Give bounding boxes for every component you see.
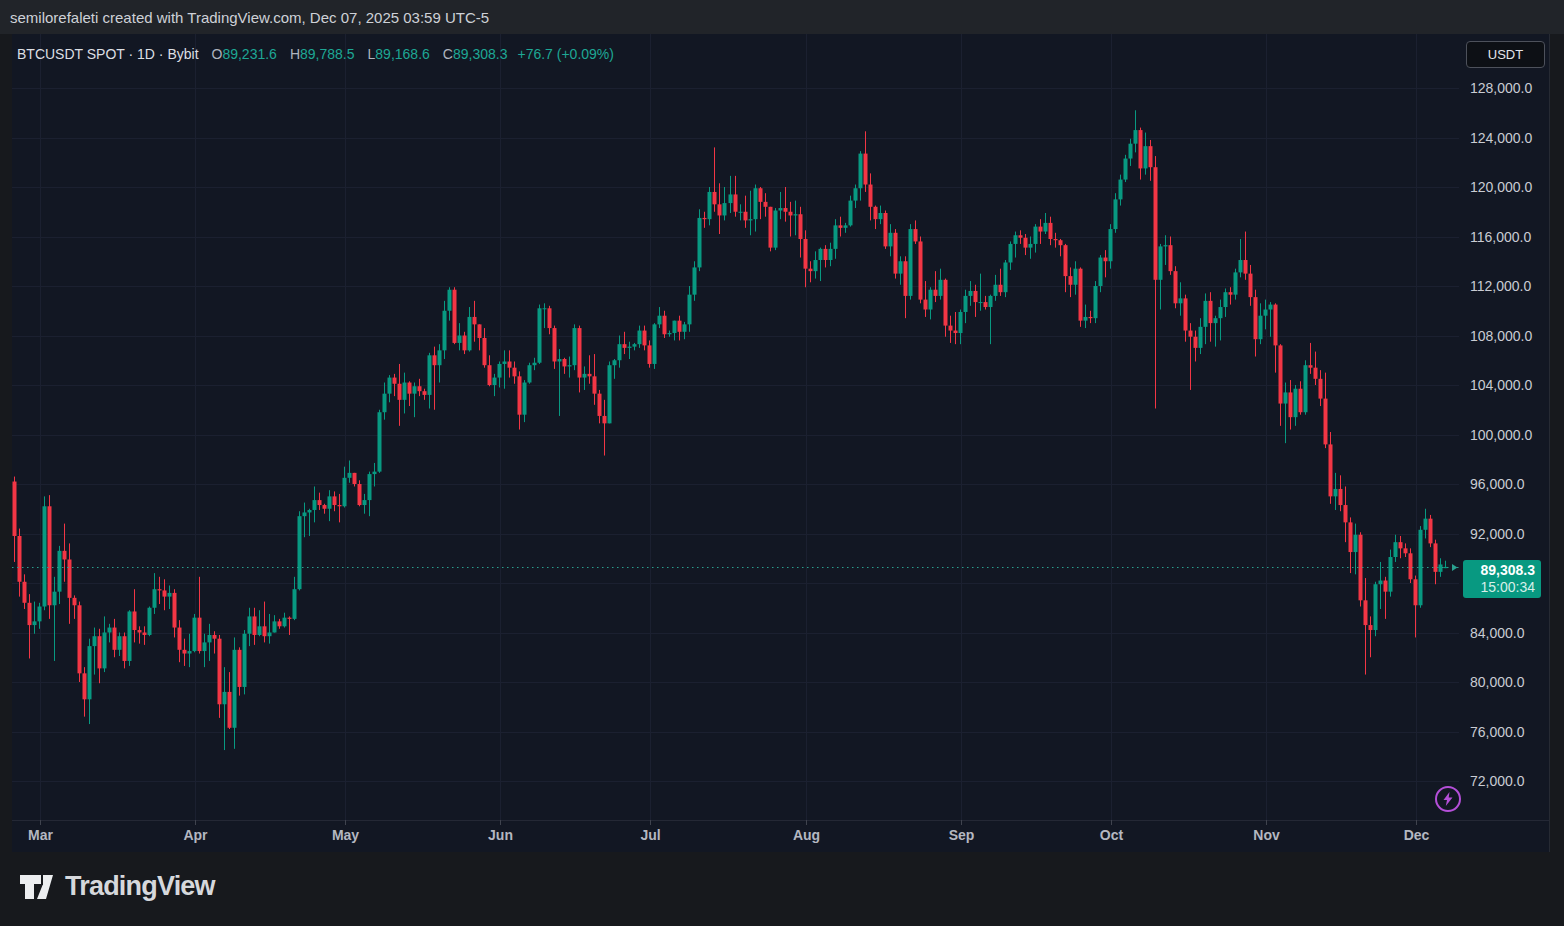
- legend-low: L89,168.6: [368, 46, 430, 62]
- svg-text:Dec: Dec: [1404, 827, 1430, 843]
- chart-background: [12, 34, 1550, 852]
- tradingview-chart-page: semilorefaleti created with TradingView.…: [0, 0, 1564, 926]
- svg-text:108,000.0: 108,000.0: [1470, 328, 1532, 344]
- legend-high: H89,788.5: [290, 46, 355, 62]
- svg-text:Jul: Jul: [640, 827, 660, 843]
- svg-text:76,000.0: 76,000.0: [1470, 724, 1525, 740]
- watermark-text: semilorefaleti created with TradingView.…: [10, 9, 489, 26]
- currency-toggle-button[interactable]: USDT: [1466, 41, 1545, 68]
- watermark-bar: semilorefaleti created with TradingView.…: [0, 0, 1564, 34]
- svg-text:Mar: Mar: [28, 827, 53, 843]
- tradingview-logo[interactable]: TradingView: [20, 871, 215, 902]
- last-price-value: 89,308.3: [1481, 562, 1536, 578]
- tradingview-logo-text: TradingView: [65, 871, 215, 902]
- price-axis-labels[interactable]: 128,000.0 124,000.0 120,000.0 116,000.0 112,…: [1470, 80, 1532, 789]
- svg-text:Jun: Jun: [488, 827, 513, 843]
- svg-text:112,000.0: 112,000.0: [1470, 278, 1531, 294]
- svg-text:80,000.0: 80,000.0: [1470, 674, 1525, 690]
- currency-label: USDT: [1488, 47, 1523, 62]
- lightning-icon[interactable]: [1433, 784, 1463, 814]
- svg-text:Aug: Aug: [793, 827, 820, 843]
- legend-open: O89,231.6: [212, 46, 277, 62]
- svg-text:128,000.0: 128,000.0: [1470, 80, 1532, 96]
- svg-text:120,000.0: 120,000.0: [1470, 179, 1532, 195]
- svg-text:May: May: [332, 827, 359, 843]
- svg-text:104,000.0: 104,000.0: [1470, 377, 1532, 393]
- svg-text:84,000.0: 84,000.0: [1470, 625, 1525, 641]
- svg-text:92,000.0: 92,000.0: [1470, 526, 1525, 542]
- svg-text:Nov: Nov: [1253, 827, 1280, 843]
- legend-close: C89,308.3: [443, 46, 508, 62]
- svg-text:124,000.0: 124,000.0: [1470, 130, 1532, 146]
- svg-text:96,000.0: 96,000.0: [1470, 476, 1525, 492]
- countdown-timer: 15:00:34: [1481, 579, 1536, 595]
- svg-text:116,000.0: 116,000.0: [1470, 229, 1531, 245]
- svg-text:Sep: Sep: [949, 827, 975, 843]
- svg-text:Apr: Apr: [183, 827, 208, 843]
- symbol-title[interactable]: BTCUSDT SPOT · 1D · Bybit: [17, 46, 199, 62]
- tradingview-logo-icon: [20, 875, 53, 899]
- legend-change: +76.7 (+0.09%): [517, 46, 614, 62]
- svg-text:Oct: Oct: [1100, 827, 1124, 843]
- svg-text:100,000.0: 100,000.0: [1470, 427, 1532, 443]
- price-label: 89,308.3 15:00:34: [1463, 560, 1541, 598]
- price-chart-canvas: 128,000.0 124,000.0 120,000.0 116,000.0 112,…: [0, 34, 1564, 926]
- svg-text:72,000.0: 72,000.0: [1470, 773, 1525, 789]
- chart-legend: BTCUSDT SPOT · 1D · Bybit O89,231.6 H89,…: [17, 46, 614, 62]
